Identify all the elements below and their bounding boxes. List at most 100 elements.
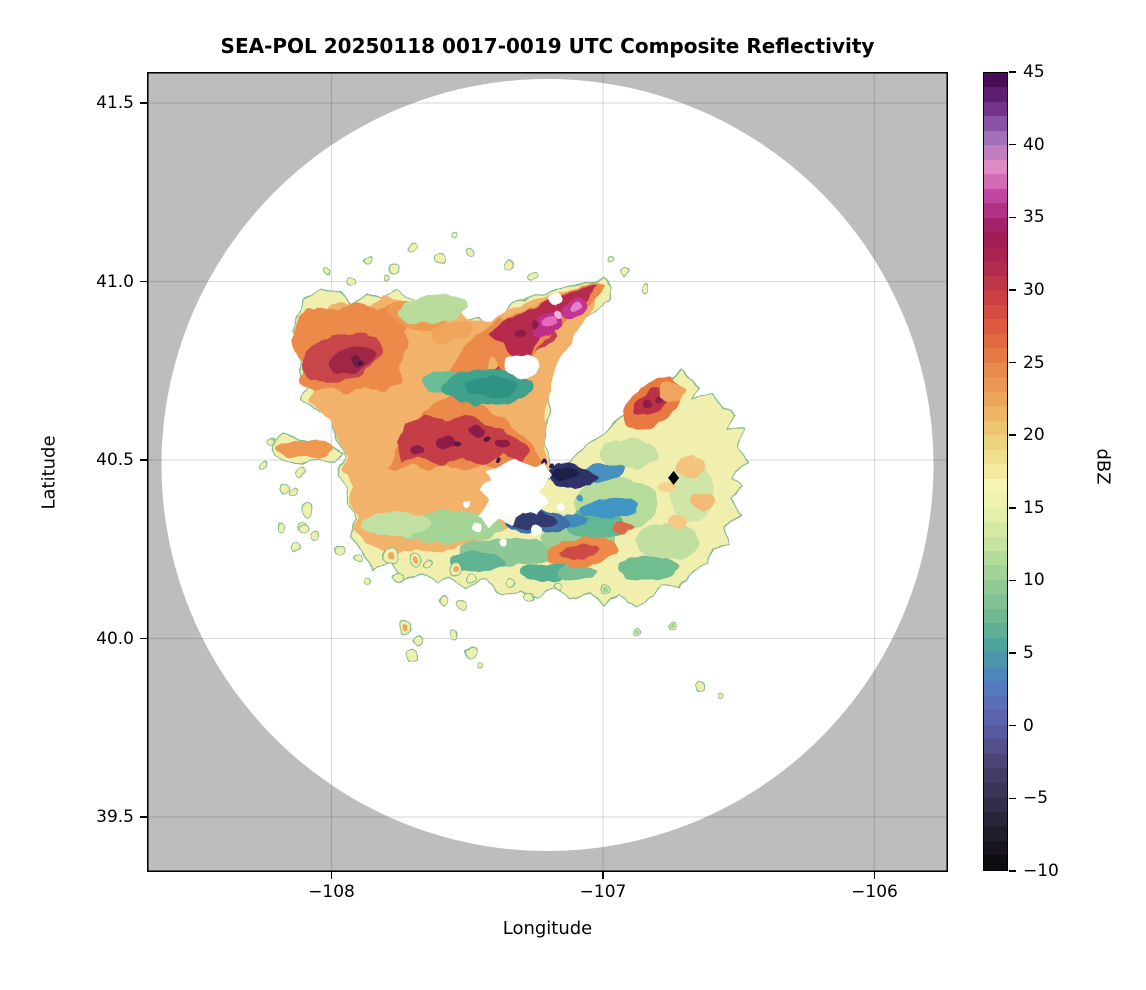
- colorbar-tick: [1008, 434, 1016, 436]
- colorbar-block: [984, 550, 1007, 566]
- colorbar-block: [984, 435, 1007, 450]
- colorbar: [983, 72, 1008, 871]
- colorbar-block: [984, 666, 1007, 682]
- scattered-echoes: [257, 231, 724, 701]
- site-marker-diamond: [668, 470, 680, 485]
- colorbar-block: [984, 290, 1007, 305]
- colorbar-block: [984, 652, 1007, 667]
- colorbar-block: [984, 768, 1007, 783]
- y-axis-label: Latitude: [38, 435, 60, 510]
- colorbar-block: [984, 579, 1007, 595]
- colorbar-tick-label: −5: [1023, 788, 1049, 809]
- colorbar-block: [984, 594, 1007, 609]
- colorbar-tick-label: 25: [1023, 352, 1045, 373]
- y-tick-label: 39.5: [96, 807, 134, 827]
- colorbar-block: [984, 73, 1007, 88]
- x-tick-label: −107: [579, 882, 627, 902]
- colorbar-block: [984, 203, 1007, 218]
- colorbar-label: dBZ: [1092, 448, 1114, 485]
- colorbar-block: [984, 840, 1007, 856]
- x-tick-label: −106: [851, 882, 898, 902]
- y-tick-label: 40.0: [96, 628, 134, 649]
- colorbar-tick: [1008, 579, 1016, 582]
- colorbar-tick: [1008, 870, 1016, 872]
- colorbar-block: [984, 681, 1007, 696]
- colorbar-block: [984, 623, 1007, 638]
- colorbar-tick-label: 20: [1023, 425, 1045, 446]
- colorbar-block: [984, 130, 1007, 146]
- colorbar-block: [984, 493, 1007, 508]
- colorbar-block: [984, 348, 1007, 363]
- colorbar-tick-label: 5: [1023, 643, 1034, 664]
- colorbar-block: [984, 420, 1007, 436]
- axes-frame: [147, 72, 948, 872]
- colorbar-tick: [1008, 361, 1016, 364]
- y-tick-label: 41.0: [96, 271, 134, 292]
- colorbar-block: [984, 710, 1007, 725]
- colorbar-tick: [1008, 71, 1016, 73]
- colorbar-block: [984, 246, 1007, 262]
- colorbar-block: [984, 406, 1007, 421]
- colorbar-block: [984, 522, 1007, 537]
- colorbar-tick: [1008, 143, 1016, 146]
- colorbar-block: [984, 362, 1007, 378]
- colorbar-block: [984, 449, 1007, 465]
- colorbar-block: [984, 478, 1007, 494]
- colorbar-tick-label: 30: [1023, 279, 1045, 300]
- colorbar-block: [984, 87, 1007, 102]
- colorbar-tick: [1008, 289, 1016, 291]
- colorbar-block: [984, 507, 1007, 523]
- colorbar-block: [984, 464, 1007, 479]
- colorbar-block: [984, 261, 1007, 276]
- plot-area: [147, 72, 948, 872]
- colorbar-block: [984, 608, 1007, 624]
- colorbar-block: [984, 232, 1007, 247]
- colorbar-block: [984, 116, 1007, 131]
- colorbar-tick: [1008, 216, 1016, 219]
- colorbar-block: [984, 637, 1007, 653]
- colorbar-block: [984, 304, 1007, 320]
- colorbar-block: [984, 333, 1007, 349]
- colorbar-block: [984, 536, 1007, 551]
- colorbar-block: [984, 855, 1007, 870]
- reflectivity-field: [257, 231, 749, 701]
- x-tick: [873, 872, 876, 879]
- colorbar-block: [984, 145, 1007, 160]
- colorbar-block: [984, 739, 1007, 754]
- y-tick: [140, 102, 147, 104]
- colorbar-block: [984, 319, 1007, 334]
- x-axis-label: Longitude: [502, 918, 593, 939]
- colorbar-tick-label: 45: [1023, 62, 1045, 82]
- colorbar-block: [984, 811, 1007, 827]
- reflectivity-map: [147, 72, 948, 872]
- colorbar-block: [984, 753, 1007, 769]
- y-tick: [140, 637, 147, 640]
- colorbar-tick-label: −10: [1023, 861, 1059, 881]
- colorbar-block: [984, 217, 1007, 233]
- colorbar-tick: [1008, 652, 1016, 654]
- colorbar-block: [984, 275, 1007, 291]
- colorbar-block: [984, 391, 1007, 407]
- x-tick: [602, 872, 604, 879]
- colorbar-tick-label: 35: [1023, 207, 1045, 228]
- colorbar-tick-label: 15: [1023, 497, 1045, 518]
- y-tick: [140, 280, 147, 283]
- colorbar-tick-label: 40: [1023, 134, 1045, 155]
- colorbar-tick: [1008, 797, 1016, 800]
- colorbar-block: [984, 188, 1007, 204]
- colorbar-block: [984, 797, 1007, 812]
- colorbar-block: [984, 724, 1007, 740]
- colorbar-tick: [1008, 507, 1016, 509]
- colorbar-tick-label: 0: [1023, 715, 1034, 736]
- colorbar-tick-label: 10: [1023, 570, 1045, 591]
- colorbar-tick: [1008, 724, 1016, 727]
- y-tick-label: 41.5: [96, 93, 134, 113]
- y-tick: [140, 816, 147, 818]
- colorbar-block: [984, 565, 1007, 580]
- colorbar-block: [984, 782, 1007, 798]
- x-tick: [330, 872, 333, 879]
- y-tick-label: 40.5: [96, 450, 134, 470]
- plot-title: SEA-POL 20250118 0017-0019 UTC Composite…: [220, 34, 875, 58]
- colorbar-block: [984, 826, 1007, 841]
- colorbar-block: [984, 174, 1007, 189]
